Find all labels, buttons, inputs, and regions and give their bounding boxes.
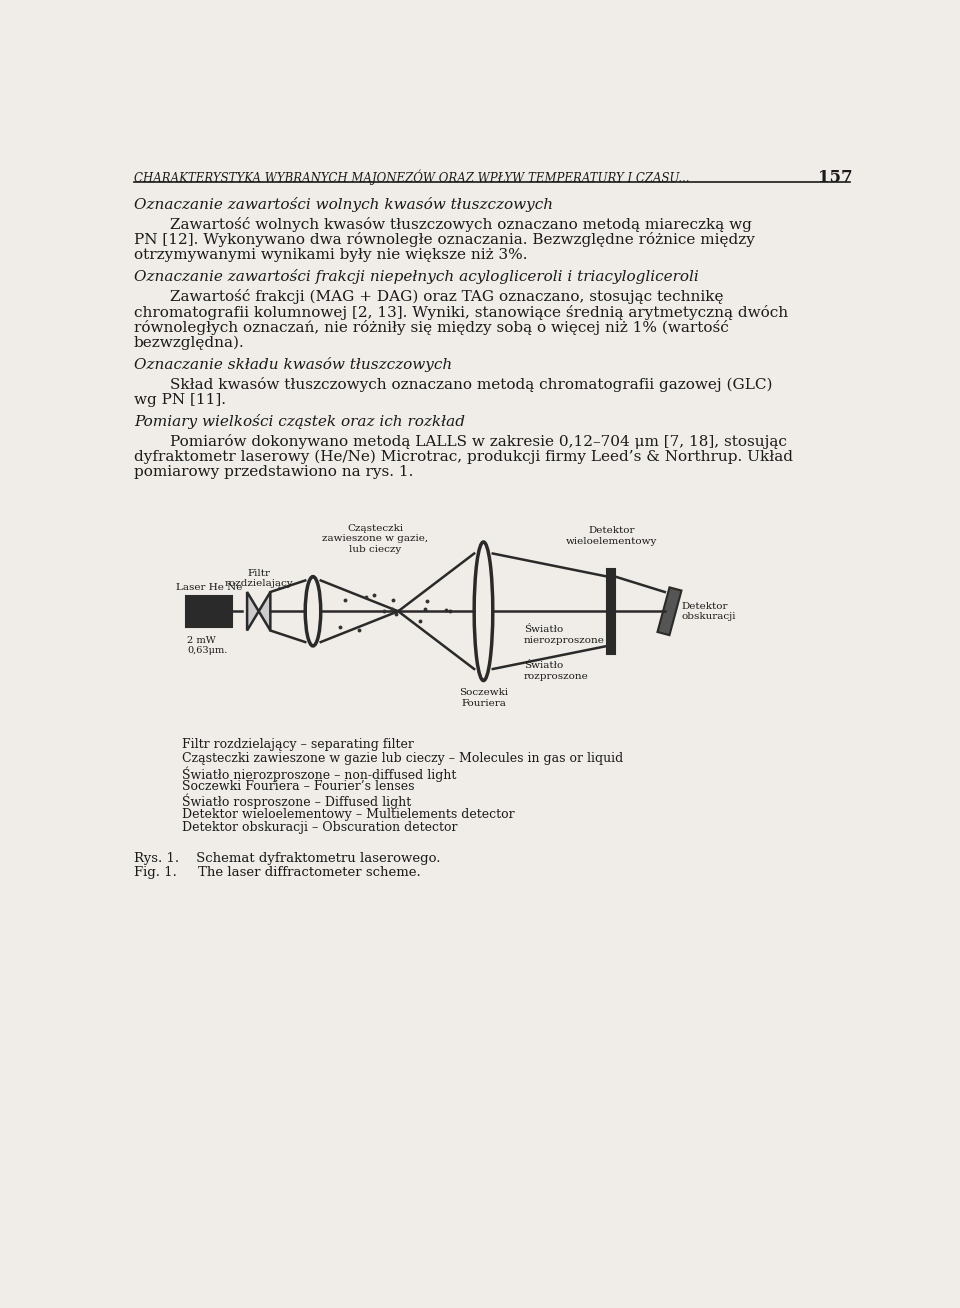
Bar	[186, 596, 232, 627]
Text: dyfraktometr laserowy (He/Ne) Microtrac, produkcji firmy Leed’s & Northrup. Ukła: dyfraktometr laserowy (He/Ne) Microtrac,…	[134, 450, 793, 464]
Text: CHARAKTERYSTYKA WYBRANYCH MAJONEZÓW ORAZ WPŁYW TEMPERATURY I CZASU...: CHARAKTERYSTYKA WYBRANYCH MAJONEZÓW ORAZ…	[134, 169, 689, 184]
Text: Oznaczanie zawartości frakcji niepełnych acylogliceroli i triacylogliceroli: Oznaczanie zawartości frakcji niepełnych…	[134, 269, 699, 284]
Text: Detektor
wieloelementowy: Detektor wieloelementowy	[565, 526, 657, 545]
Text: Zawartość wolnych kwasów tłuszczowych oznaczano metodą miareczką wg: Zawartość wolnych kwasów tłuszczowych oz…	[170, 217, 753, 232]
Text: Światło
rozproszone: Światło rozproszone	[524, 662, 588, 680]
Text: Oznaczanie zawartości wolnych kwasów tłuszczowych: Oznaczanie zawartości wolnych kwasów tłu…	[134, 198, 553, 212]
Text: Zawartość frakcji (MAG + DAG) oraz TAG oznaczano, stosując technikę: Zawartość frakcji (MAG + DAG) oraz TAG o…	[170, 289, 724, 305]
Text: PN [12]. Wykonywano dwa równoległe oznaczania. Bezwzględne różnice między: PN [12]. Wykonywano dwa równoległe oznac…	[134, 233, 755, 247]
Text: Pomiarów dokonywano metodą LALLS w zakresie 0,12–704 μm [7, 18], stosując: Pomiarów dokonywano metodą LALLS w zakre…	[170, 434, 787, 449]
Text: pomiarowy przedstawiono na rys. 1.: pomiarowy przedstawiono na rys. 1.	[134, 464, 414, 479]
Text: chromatografii kolumnowej [2, 13]. Wyniki, stanowiące średnią arytmetyczną dwóch: chromatografii kolumnowej [2, 13]. Wynik…	[134, 305, 788, 319]
Text: Fig. 1.     The laser diffractometer scheme.: Fig. 1. The laser diffractometer scheme.	[134, 866, 420, 879]
Polygon shape	[247, 593, 259, 630]
Polygon shape	[259, 593, 271, 630]
Text: Światło
nierozproszone: Światło nierozproszone	[524, 625, 605, 645]
Text: Oznaczanie składu kwasów tłuszczowych: Oznaczanie składu kwasów tłuszczowych	[134, 357, 452, 373]
Text: Światło nierozproszone – non-diffused light: Światło nierozproszone – non-diffused li…	[182, 766, 456, 781]
Text: wg PN [11].: wg PN [11].	[134, 392, 226, 407]
Text: Rys. 1.    Schemat dyfraktometru laserowego.: Rys. 1. Schemat dyfraktometru laserowego…	[134, 853, 441, 866]
Text: 2 mW
0,63μm.: 2 mW 0,63μm.	[187, 636, 228, 655]
Text: Filtr rozdzielający – separating filter: Filtr rozdzielający – separating filter	[182, 738, 414, 751]
Text: Cząsteczki zawieszone w gazie lub cieczy – Molecules in gas or liquid: Cząsteczki zawieszone w gazie lub cieczy…	[182, 752, 623, 765]
Text: Laser He Ne: Laser He Ne	[176, 583, 242, 593]
Text: otrzymywanymi wynikami były nie większe niż 3%.: otrzymywanymi wynikami były nie większe …	[134, 247, 527, 262]
Text: Detektor
obskuracji: Detektor obskuracji	[682, 602, 736, 621]
Text: Cząsteczki
zawieszone w gazie,
lub cieczy: Cząsteczki zawieszone w gazie, lub ciecz…	[322, 523, 428, 553]
Text: Detektor obskuracji – Obscuration detector: Detektor obskuracji – Obscuration detect…	[182, 821, 458, 835]
Text: Filtr
rozdzielający: Filtr rozdzielający	[225, 569, 293, 589]
Text: Światło rosproszone – Diffused light: Światło rosproszone – Diffused light	[182, 794, 411, 810]
Text: 157: 157	[818, 169, 852, 186]
Text: Pomiary wielkości cząstek oraz ich rozkład: Pomiary wielkości cząstek oraz ich rozkł…	[134, 415, 465, 429]
Text: Skład kwasów tłuszczowych oznaczano metodą chromatografii gazowej (GLC): Skład kwasów tłuszczowych oznaczano meto…	[170, 377, 773, 392]
Text: Soczewki
Fouriera: Soczewki Fouriera	[459, 688, 508, 708]
Text: Soczewki Fouriera – Fourier’s lenses: Soczewki Fouriera – Fourier’s lenses	[182, 780, 415, 793]
Polygon shape	[658, 587, 682, 636]
Text: bezwzględna).: bezwzględna).	[134, 336, 245, 351]
Text: Detektor wieloelementowy – Multielements detector: Detektor wieloelementowy – Multielements…	[182, 807, 515, 820]
Text: równoległych oznaczań, nie różniły się między sobą o więcej niż 1% (wartość: równoległych oznaczań, nie różniły się m…	[134, 320, 729, 335]
Bar	[608, 569, 615, 654]
